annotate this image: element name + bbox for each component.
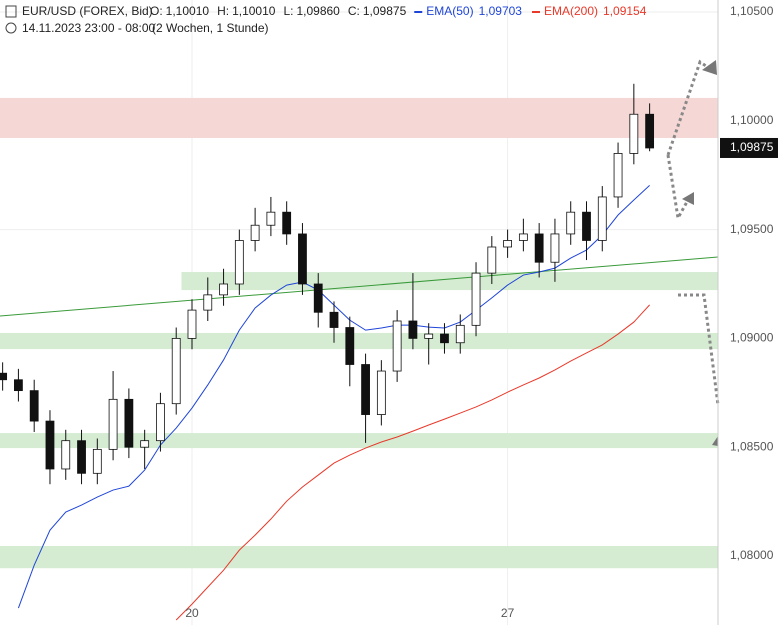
zone [0,433,718,449]
candle-body [250,224,260,241]
header: EUR/USD (FOREX, Bid) 14.11.2023 23:00 - … [22,4,269,35]
candle-body [424,333,434,339]
arrow-up [666,59,713,156]
candle-body [266,211,276,226]
candle-body [329,311,339,328]
candle-body [629,113,639,154]
arrow-down [666,154,690,223]
ohlc-label: L: [283,4,293,18]
period: (2 Wochen, 1 Stunde) [152,21,269,35]
candle-body [376,370,386,415]
candle-body [597,196,607,241]
ohlc-value: 1,09875 [363,4,407,18]
legend-value: 1,09703 [479,4,523,18]
candle-body [219,283,228,296]
candle-body [534,233,544,263]
candle-body [124,398,134,448]
candle-body [487,246,497,274]
ema-line [175,304,650,621]
y-tick-label: 1,09000 [730,331,774,345]
candle-body [455,324,465,344]
candle-body [108,398,118,450]
x-tick-label: 27 [501,606,515,620]
price-tag-label: 1,09875 [730,140,774,154]
ohlc-label: H: [217,4,229,18]
candle-body [471,272,481,326]
candle-body [645,113,655,149]
arrow-head [712,436,718,446]
plot-area [0,0,719,625]
chart-icon [5,5,17,18]
candle-body [140,440,150,448]
icons [5,5,17,34]
ohlc-value: 1,10010 [232,4,276,18]
arrow-head [702,60,717,75]
candle-body [234,240,244,285]
clock-icon [5,22,17,34]
ohlc-label: C: [348,4,360,18]
candle-body [361,364,370,415]
candle-body [518,233,528,241]
arrow-drop [678,293,720,406]
zone [0,546,718,569]
candle-body [566,211,576,235]
y-tick-label: 1,09500 [730,222,774,236]
candle-body [203,294,213,311]
date-range: 14.11.2023 23:00 - 08:00 [22,21,156,35]
candle-body [45,420,55,470]
legend-value: 1,09154 [603,4,647,18]
candle-body [61,440,71,470]
candle-body [582,211,591,241]
candle-body [29,390,39,422]
projection-arrows [666,59,720,406]
zone [0,332,718,350]
zone [0,97,718,138]
y-tick-label: 1,08000 [730,548,774,562]
candle-body [187,309,197,339]
candle-body [92,448,102,474]
candle-body [156,403,165,442]
y-tick-label: 1,10500 [730,4,774,18]
ohlc-label: O: [150,4,163,18]
candle-body [392,320,402,372]
candle-body [77,440,86,474]
legend-name: EMA(50) [426,4,473,18]
candle-body [550,233,560,263]
candle-body [14,379,23,392]
candle-body [313,283,323,313]
trendline [0,256,719,317]
y-tick-label: 1,10000 [730,113,774,127]
legend-name: EMA(200) [544,4,598,18]
candle-body [282,211,292,235]
arrow-head [682,192,694,205]
candle-body [345,327,355,365]
symbol: EUR/USD (FOREX, Bid) [22,4,153,18]
x-tick-label: 20 [185,606,199,620]
price-tag [720,137,778,158]
candle-body [171,337,181,405]
y-tick-label: 1,08500 [730,439,774,453]
zone [181,272,718,291]
candle-body [503,240,512,248]
candle-body [613,153,623,198]
ohlc-value: 1,09860 [296,4,340,18]
candle-body [298,233,307,285]
ohlc-value: 1,10010 [166,4,210,18]
candle-body [0,372,8,381]
candle-body [408,320,418,339]
candle-body [440,333,449,344]
